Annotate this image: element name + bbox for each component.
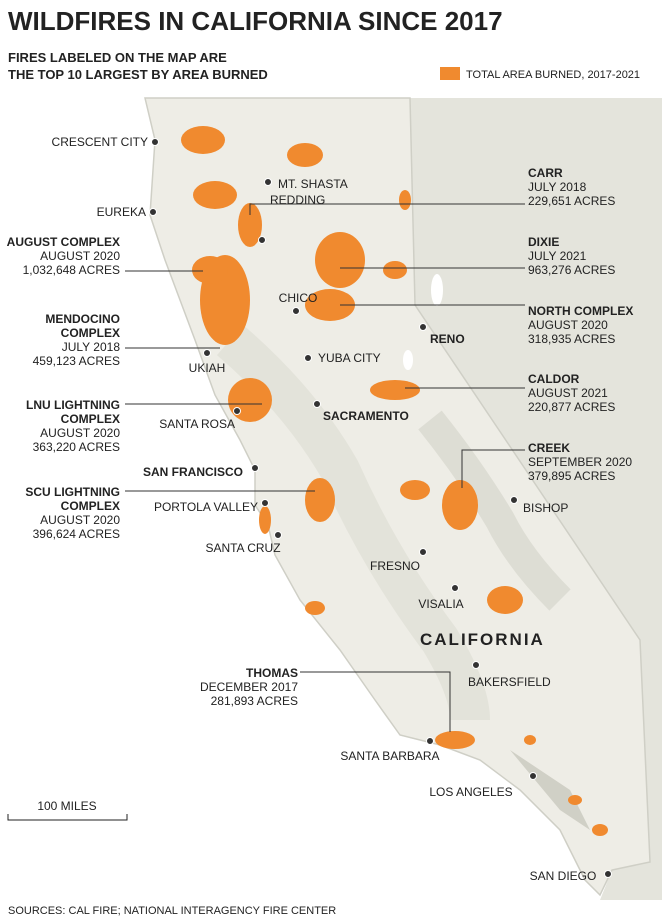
- legend-swatch: [440, 67, 460, 80]
- source: SOURCES: CAL FIRE; NATIONAL INTERAGENCY …: [8, 905, 336, 917]
- fire-date: DECEMBER 2017: [200, 680, 298, 694]
- city-dot: [529, 772, 537, 780]
- fire-name: CALDOR: [528, 372, 580, 386]
- city-label: SANTA ROSA: [159, 417, 235, 431]
- fire-area: 1,032,648 ACRES: [23, 263, 120, 277]
- fire-name: CARR: [528, 166, 563, 180]
- fire-area: 220,877 ACRES: [528, 400, 615, 414]
- fire-area: 379,895 ACRES: [528, 469, 615, 483]
- city-label: EUREKA: [97, 205, 146, 219]
- fire-area: 396,624 ACRES: [33, 527, 120, 541]
- city-dot: [604, 870, 612, 878]
- fire-area: 363,220 ACRES: [33, 440, 120, 454]
- scale-bar: [7, 814, 128, 821]
- fire-date: JULY 2018: [528, 180, 587, 194]
- city-dot: [451, 584, 459, 592]
- city-dot: [510, 496, 518, 504]
- city-label: CRESCENT CITY: [52, 135, 148, 149]
- fire-area: 229,651 ACRES: [528, 194, 615, 208]
- fire-name: CREEK: [528, 441, 570, 455]
- fire-date: AUGUST 2020: [40, 513, 120, 527]
- city-dot: [258, 236, 266, 244]
- fire-name: SCU LIGHTNING: [25, 485, 120, 499]
- fire-area: 318,935 ACRES: [528, 332, 615, 346]
- city-dot: [264, 178, 272, 186]
- city-label: CHICO: [279, 291, 318, 305]
- california: [144, 97, 651, 897]
- fire-date: JULY 2018: [62, 340, 121, 354]
- fire-area: 459,123 ACRES: [33, 354, 120, 368]
- city-dot: [304, 354, 312, 362]
- city-dot: [426, 737, 434, 745]
- city-dot: [151, 138, 159, 146]
- city-dot: [149, 208, 157, 216]
- city-label: UKIAH: [189, 361, 226, 375]
- fire-name: COMPLEX: [61, 412, 120, 426]
- city-label: BISHOP: [523, 501, 568, 515]
- city-dot: [233, 407, 241, 415]
- leader-line: [300, 671, 451, 732]
- city-dot: [261, 499, 269, 507]
- leader-line: [461, 449, 525, 488]
- labels: CRESCENT CITY MT. SHASTA EUREKA REDDING CHIC…: [7, 135, 634, 883]
- fire-name: DIXIE: [528, 235, 559, 249]
- city-label: FRESNO: [370, 559, 420, 573]
- fire-name: COMPLEX: [61, 499, 120, 513]
- state-label: CALIFORNIA: [420, 630, 545, 649]
- city-label: SACRAMENTO: [323, 409, 409, 423]
- legend-label: TOTAL AREA BURNED, 2017-2021: [466, 69, 640, 81]
- fire-date: AUGUST 2020: [40, 249, 120, 263]
- city-label: VISALIA: [418, 597, 463, 611]
- city-dot: [419, 548, 427, 556]
- fire-date: JULY 2021: [528, 249, 587, 263]
- fire-name: AUGUST COMPLEX: [7, 235, 120, 249]
- city-dot: [472, 661, 480, 669]
- lake: [403, 350, 413, 370]
- lake-tahoe: [431, 274, 443, 306]
- neighbor-states: [410, 98, 662, 900]
- city-label: MT. SHASTA: [278, 177, 348, 191]
- fire-date: AUGUST 2021: [528, 386, 608, 400]
- fire-area: 963,276 ACRES: [528, 263, 615, 277]
- fire-name: THOMAS: [246, 666, 298, 680]
- city-label: SANTA CRUZ: [205, 541, 280, 555]
- city-label: REDDING: [270, 193, 325, 207]
- city-dot: [313, 400, 321, 408]
- sierra: [418, 410, 571, 611]
- city-dot: [203, 349, 211, 357]
- central-valley: [216, 324, 490, 721]
- fire-name: MENDOCINO: [45, 312, 120, 326]
- city-label: RENO: [430, 332, 465, 346]
- scale-label: 100 MILES: [37, 799, 96, 813]
- title: WILDFIRES IN CALIFORNIA SINCE 2017: [8, 6, 503, 36]
- fire-name: NORTH COMPLEX: [528, 304, 633, 318]
- city-dot: [274, 531, 282, 539]
- city-label: SANTA BARBARA: [340, 749, 439, 763]
- city-label: SAN DIEGO: [530, 869, 597, 883]
- city-label: BAKERSFIELD: [468, 675, 551, 689]
- fire-date: SEPTEMBER 2020: [528, 455, 632, 469]
- fire-area: 281,893 ACRES: [211, 694, 298, 708]
- city-label: YUBA CITY: [318, 351, 381, 365]
- subtitle: THE TOP 10 LARGEST BY AREA BURNED: [8, 67, 268, 82]
- city-label: LOS ANGELES: [429, 785, 512, 799]
- fire-name: COMPLEX: [61, 326, 120, 340]
- subtitle: FIRES LABELED ON THE MAP ARE: [8, 50, 227, 65]
- fire-date: AUGUST 2020: [40, 426, 120, 440]
- city-dot: [251, 464, 259, 472]
- city-dot: [419, 323, 427, 331]
- leader-line: [249, 203, 525, 215]
- city-dot: [292, 307, 300, 315]
- city-label: PORTOLA VALLEY: [154, 500, 258, 514]
- urban-area: [510, 750, 590, 830]
- city-label: SAN FRANCISCO: [143, 465, 243, 479]
- fire-name: LNU LIGHTNING: [26, 398, 120, 412]
- fire-date: AUGUST 2020: [528, 318, 608, 332]
